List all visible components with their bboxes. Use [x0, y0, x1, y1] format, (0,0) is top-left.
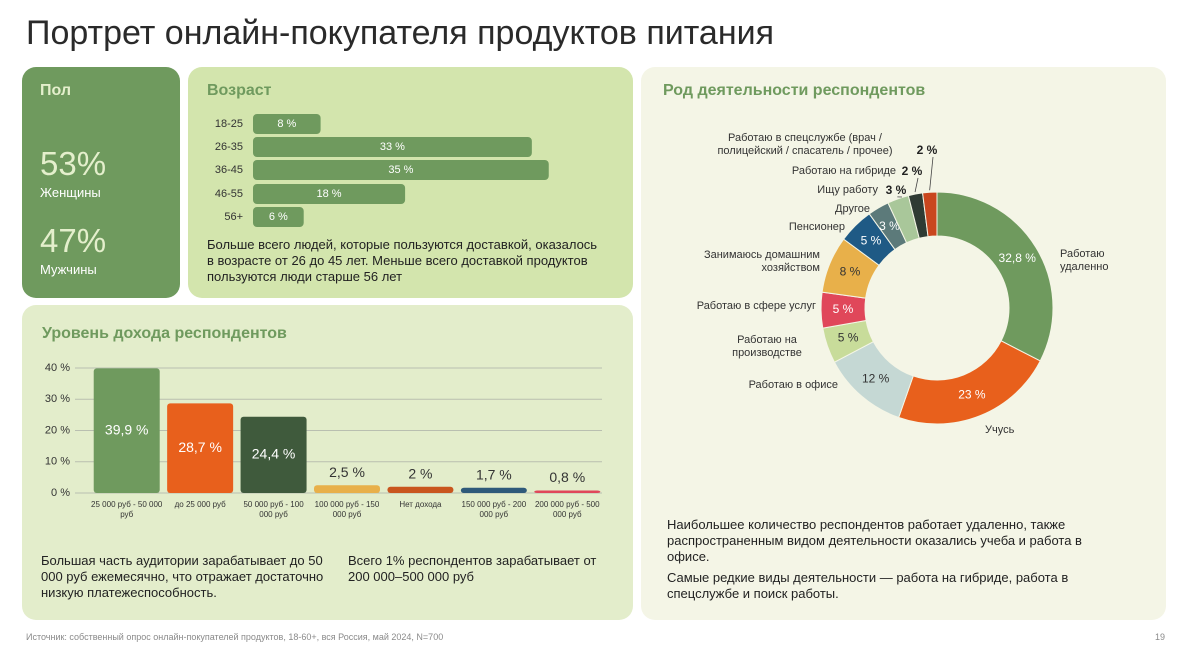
- age-note: Больше всего людей, которые пользуются д…: [207, 237, 598, 284]
- gender-value: 53%: [40, 145, 107, 182]
- x-tick-label: 100 000 руб - 150 000 руб: [314, 500, 380, 519]
- category-label: Пенсионер: [788, 221, 845, 233]
- x-tick-label: 50 000 руб - 100 000 руб: [243, 500, 304, 519]
- category-label: Работаю в спецслужбе (врач / полицейский…: [717, 132, 893, 157]
- card-title: Уровень дохода респондентов: [42, 325, 287, 342]
- category-label: Работаю в офисе: [748, 379, 838, 391]
- occupation-card: Род деятельности респондентов Наибольшее…: [641, 67, 1166, 620]
- x-tick-label: 25 000 руб - 50 000 руб: [91, 500, 163, 519]
- category-label: Занимаюсь домашним хозяйством: [703, 249, 820, 274]
- page-title: Портрет онлайн-покупателя продуктов пита…: [26, 14, 774, 52]
- category-label: Работаю на гибриде: [791, 165, 896, 177]
- x-tick-label: Нет дохода: [399, 500, 442, 509]
- income-note: Всего 1% респондентов зарабатывает от 20…: [348, 553, 597, 584]
- card-title: Род деятельности респондентов: [663, 82, 926, 99]
- occupation-note: Самые редкие виды деятельности — работа …: [667, 570, 1069, 601]
- gender-title: Пол: [40, 82, 72, 99]
- category-label: Работаю удаленно: [1060, 248, 1109, 273]
- x-tick-label: 200 000 руб - 500 000 руб: [534, 500, 600, 519]
- category-label: Учусь: [985, 424, 1015, 436]
- gender-value: 47%: [40, 222, 107, 259]
- category-label: Работаю в сфере услуг: [696, 300, 816, 312]
- occupation-note: Наибольшее количество респондентов работ…: [667, 517, 1082, 564]
- category-label: Работаю на производстве: [732, 334, 802, 359]
- category-label: Другое: [835, 203, 870, 215]
- card-title: Возраст: [207, 82, 272, 99]
- page-number: 19: [1155, 632, 1166, 642]
- income-card: Уровень дохода респондентов Большая част…: [22, 305, 633, 620]
- x-tick-label: 150 000 руб - 200 000 руб: [461, 500, 527, 519]
- category-label: Ищу работу: [817, 184, 878, 196]
- age-card: Возраст Больше всего людей, которые поль…: [188, 67, 633, 298]
- gender-label: Мужчины: [40, 262, 97, 277]
- income-note: Большая часть аудитории зарабатывает до …: [41, 553, 324, 600]
- source-note: Источник: собственный опрос онлайн-покуп…: [26, 632, 444, 642]
- x-tick-label: до 25 000 руб: [174, 500, 226, 509]
- gender-label: Женщины: [40, 185, 101, 200]
- gender-card: Пол 53% Женщины 47% Мужчины: [22, 67, 180, 298]
